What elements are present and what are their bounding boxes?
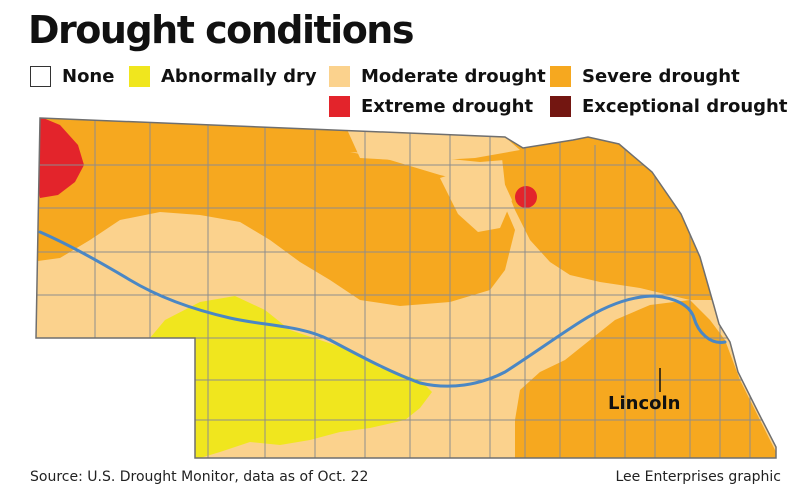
legend: None Abnormally dry Moderate drought Sev… xyxy=(0,0,811,120)
legend-item-none: None xyxy=(30,64,114,88)
legend-label: Exceptional drought xyxy=(582,95,788,117)
legend-swatch-none xyxy=(30,65,51,87)
city-label-lincoln: Lincoln xyxy=(608,393,680,414)
map-title: Drought conditions xyxy=(28,8,414,52)
moderate-drought-zone-northcentral xyxy=(345,125,520,160)
extreme-drought-zone-panhandle xyxy=(36,118,84,198)
moderate-drought-zone-north xyxy=(440,168,512,232)
source-note: Source: U.S. Drought Monitor, data as of… xyxy=(30,469,369,485)
legend-label: Abnormally dry xyxy=(161,65,317,87)
legend-item-extreme: Extreme drought xyxy=(329,94,533,118)
severe-drought-zone-northeast xyxy=(500,135,725,300)
legend-item-severe: Severe drought xyxy=(550,64,740,88)
platte-river xyxy=(38,230,727,388)
legend-swatch-abnormally-dry xyxy=(129,65,150,87)
legend-swatch-severe xyxy=(550,65,571,87)
legend-swatch-moderate xyxy=(329,65,350,87)
legend-item-abnormally-dry: Abnormally dry xyxy=(129,64,317,88)
legend-label: None xyxy=(62,65,115,87)
legend-label: Extreme drought xyxy=(361,95,534,117)
legend-swatch-exceptional xyxy=(550,95,571,117)
graphic-credit: Lee Enterprises graphic xyxy=(615,469,781,485)
county-lines xyxy=(36,118,770,458)
abnormally-dry-zone xyxy=(150,296,432,458)
extreme-drought-zone-north xyxy=(515,186,537,208)
legend-label: Severe drought xyxy=(582,65,740,87)
drought-zones xyxy=(36,118,776,458)
legend-label: Moderate drought xyxy=(361,65,546,87)
legend-item-moderate: Moderate drought xyxy=(329,64,546,88)
state-outline xyxy=(35,117,777,459)
legend-item-exceptional: Exceptional drought xyxy=(550,94,787,118)
legend-swatch-extreme xyxy=(329,95,350,117)
